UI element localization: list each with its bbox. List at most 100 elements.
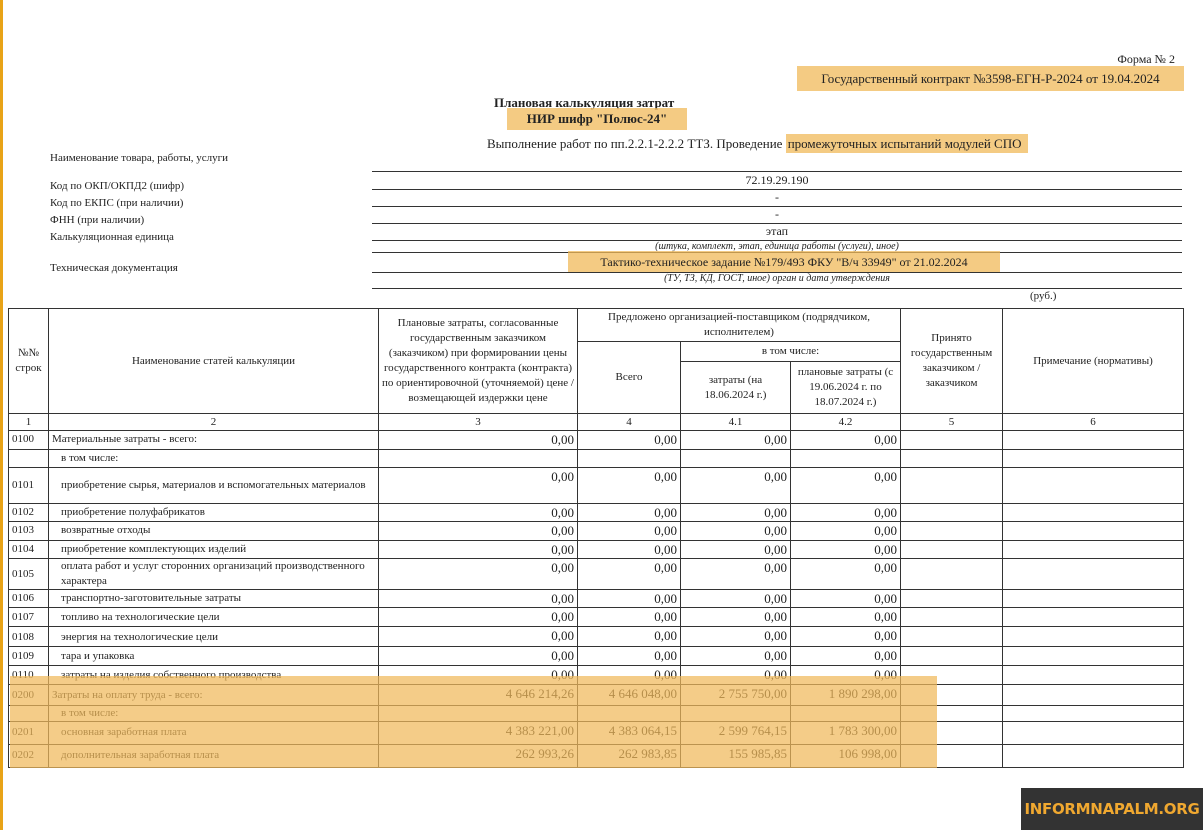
row-code: 0201 [8, 720, 49, 745]
row-item-name: энергия на технологические цели [48, 626, 379, 648]
work-description-highlight: промежуточных испытаний модулей СПО [785, 134, 1028, 153]
accepted-cell [900, 704, 1003, 722]
planned-period-value: 1 890 298,00 [790, 683, 901, 706]
table-row: 0110 затраты на изделия собственного прои… [8, 664, 1184, 685]
accepted-cell [900, 466, 1003, 504]
note-cell [1002, 646, 1184, 666]
costs-to-date-value: 2 599 764,15 [680, 720, 791, 745]
unit-label: Калькуляционная единица [50, 231, 174, 243]
total-value [577, 704, 681, 722]
table-row: 0104 приобретение комплектующих изделий 0,… [8, 539, 1184, 560]
row-item-name: Затраты на оплату труда - всего: [48, 683, 379, 706]
accepted-cell [900, 626, 1003, 648]
unit-value: этап [765, 224, 789, 238]
costs-to-date-value: 0,00 [680, 588, 791, 609]
header-row-no: №№ строк [8, 308, 49, 414]
header-costs-to-date: затраты (на 18.06.2024 г.) [680, 361, 791, 414]
planned-value: 0,00 [378, 664, 578, 685]
column-number: 4 [577, 413, 681, 431]
total-value: 0,00 [577, 539, 681, 560]
note-cell [1002, 521, 1184, 541]
accepted-cell [900, 607, 1003, 628]
row-code [8, 704, 49, 722]
total-value: 4 646 048,00 [577, 683, 681, 706]
planned-value: 0,00 [378, 607, 578, 628]
planned-value: 0,00 [378, 646, 578, 666]
costs-to-date-value [680, 448, 791, 468]
header-item-name: Наименование статей калькуляции [48, 308, 379, 414]
planned-period-value: 0,00 [790, 646, 901, 666]
total-value: 0,00 [577, 626, 681, 648]
costs-to-date-value: 0,00 [680, 626, 791, 648]
accepted-cell [900, 646, 1003, 666]
planned-value: 0,00 [378, 502, 578, 523]
accepted-cell [900, 743, 1003, 768]
table-row: 0109 тара и упаковка 0,00 0,00 0,00 0,00 [8, 646, 1184, 666]
total-value: 0,00 [577, 588, 681, 609]
planned-period-value: 0,00 [790, 539, 901, 560]
planned-value [378, 448, 578, 468]
planned-value: 0,00 [378, 558, 578, 590]
planned-value: 0,00 [378, 539, 578, 560]
total-value: 0,00 [577, 430, 681, 450]
planned-period-value: 0,00 [790, 521, 901, 541]
total-value: 4 383 064,15 [577, 720, 681, 745]
column-number: 6 [1002, 413, 1184, 431]
planned-value: 262 993,26 [378, 743, 578, 768]
row-code: 0200 [8, 683, 49, 706]
row-item-name: дополнительная заработная плата [48, 743, 379, 768]
row-code: 0104 [8, 539, 49, 560]
accepted-cell [900, 539, 1003, 560]
note-cell [1002, 466, 1184, 504]
work-description-text: Выполнение работ по пп.2.2.1-2.2.2 ТТЗ. … [487, 136, 786, 151]
note-cell [1002, 720, 1184, 745]
table-row: 0100 Материальные затраты - всего: 0,00 0,0… [8, 430, 1184, 450]
costs-to-date-value: 2 755 750,00 [680, 683, 791, 706]
costs-to-date-value: 0,00 [680, 558, 791, 590]
column-number: 1 [8, 413, 49, 431]
total-value [577, 448, 681, 468]
row-item-name: приобретение сырья, материалов и вспомог… [48, 466, 379, 504]
table-row: 0108 энергия на технологические цели 0,00 0… [8, 626, 1184, 648]
table-row: 0107 топливо на технологические цели 0,00 0… [8, 607, 1184, 628]
planned-period-value: 0,00 [790, 466, 901, 504]
planned-value: 4 646 214,26 [378, 683, 578, 706]
table-row: 0200 Затраты на оплату труда - всего: 4 64… [8, 683, 1184, 706]
row-code [8, 448, 49, 468]
planned-period-value [790, 448, 901, 468]
costs-to-date-value: 0,00 [680, 607, 791, 628]
note-cell [1002, 588, 1184, 609]
note-cell [1002, 626, 1184, 648]
accepted-cell [900, 448, 1003, 468]
total-value: 0,00 [577, 502, 681, 523]
accepted-cell [900, 430, 1003, 450]
name-label: Наименование товара, работы, услуги [50, 152, 229, 164]
total-value: 0,00 [577, 521, 681, 541]
row-item-name: тара и упаковка [48, 646, 379, 666]
header-note: Примечание (нормативы) [1002, 308, 1184, 414]
accepted-cell [900, 720, 1003, 745]
table-row: 0102 приобретение полуфабрикатов 0,00 0,00 0… [8, 502, 1184, 523]
total-value: 0,00 [577, 664, 681, 685]
document-title: Плановая калькуляция затрат [494, 95, 675, 110]
note-cell [1002, 448, 1184, 468]
accepted-cell [900, 683, 1003, 706]
planned-period-value: 0,00 [790, 588, 901, 609]
planned-value: 4 383 221,00 [378, 720, 578, 745]
column-number: 4.2 [790, 413, 901, 431]
note-cell [1002, 558, 1184, 590]
fnn-label: ФНН (при наличии) [50, 214, 145, 226]
fnn-value: - [775, 207, 779, 221]
header-planned: Плановые затраты, согласованные государс… [378, 308, 578, 414]
work-description: Выполнение работ по пп.2.2.1-2.2.2 ТТЗ. … [487, 133, 1028, 155]
row-code: 0100 [8, 430, 49, 450]
contract-number: Государственный контракт №3598-ЕГН-Р-202… [797, 66, 1184, 91]
row-item-name: Материальные затраты - всего: [48, 430, 379, 450]
accepted-cell [900, 502, 1003, 523]
row-item-name: возвратные отходы [48, 521, 379, 541]
row-code: 0107 [8, 607, 49, 628]
accepted-cell [900, 558, 1003, 590]
note-cell [1002, 683, 1184, 706]
row-code: 0103 [8, 521, 49, 541]
techdoc-value: Тактико-техническое задание №179/493 ФКУ… [568, 251, 1000, 273]
